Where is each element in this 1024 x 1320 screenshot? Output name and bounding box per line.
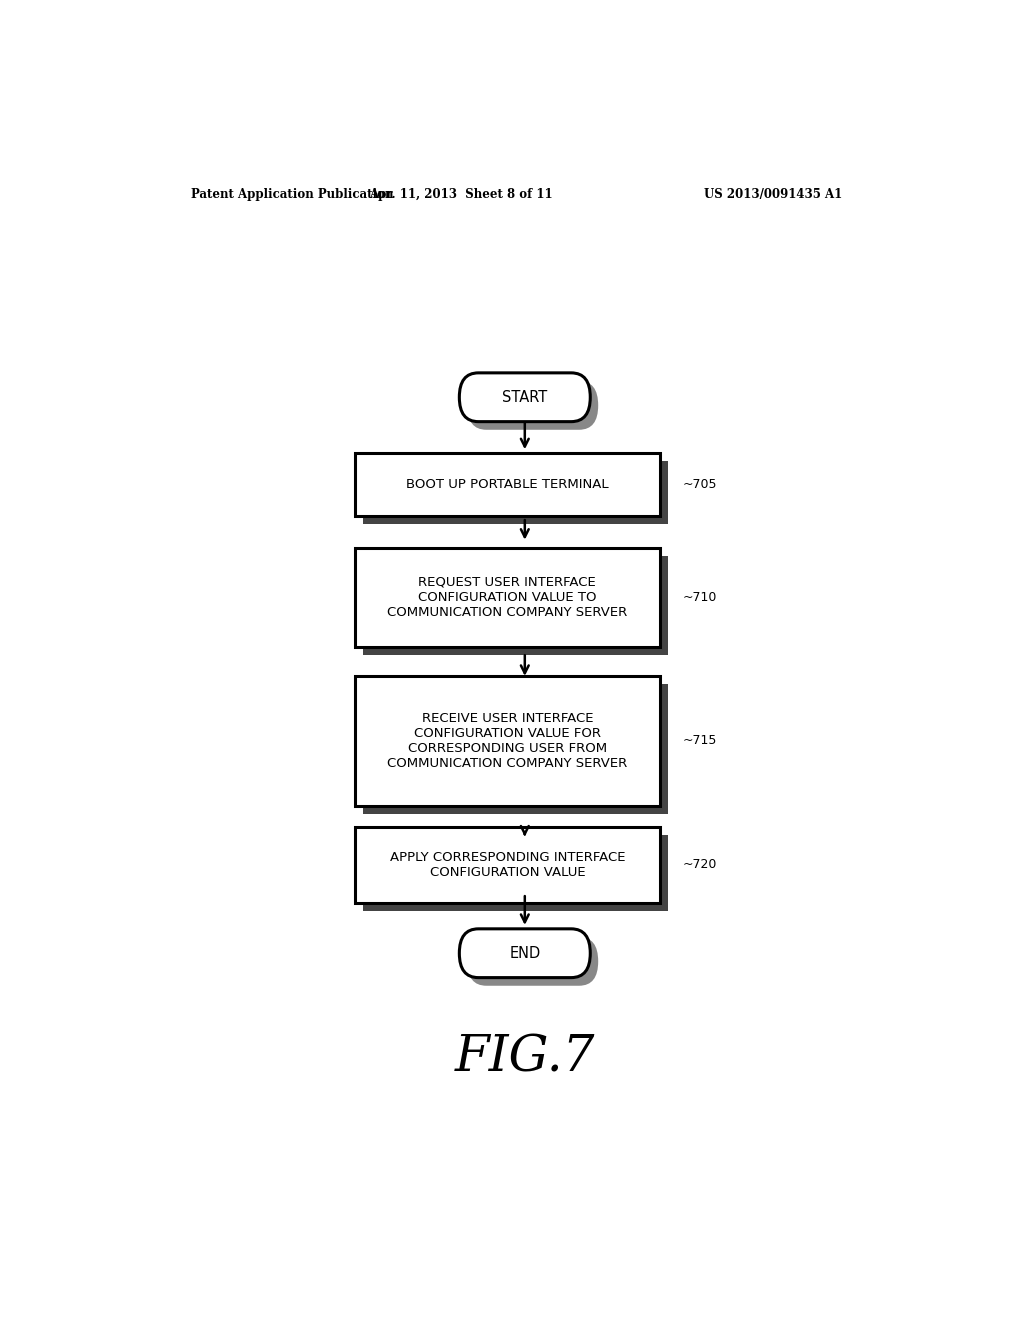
Text: ~715: ~715 — [682, 734, 717, 747]
Text: START: START — [502, 389, 548, 405]
Text: ~720: ~720 — [682, 858, 717, 871]
Bar — [354, 548, 660, 647]
Text: US 2013/0091435 A1: US 2013/0091435 A1 — [703, 189, 842, 202]
Text: RECEIVE USER INTERFACE
CONFIGURATION VALUE FOR
CORRESPONDING USER FROM
COMMUNICA: RECEIVE USER INTERFACE CONFIGURATION VAL… — [387, 711, 628, 770]
Text: Patent Application Publication: Patent Application Publication — [191, 189, 394, 202]
Bar — [362, 556, 668, 656]
Bar — [354, 453, 660, 516]
Text: END: END — [509, 945, 541, 961]
Text: ~705: ~705 — [682, 478, 717, 491]
Bar — [362, 461, 668, 524]
FancyBboxPatch shape — [467, 381, 598, 430]
FancyBboxPatch shape — [467, 937, 598, 986]
Bar — [354, 676, 660, 805]
FancyBboxPatch shape — [460, 929, 590, 978]
Text: REQUEST USER INTERFACE
CONFIGURATION VALUE TO
COMMUNICATION COMPANY SERVER: REQUEST USER INTERFACE CONFIGURATION VAL… — [387, 576, 628, 619]
Text: FIG.7: FIG.7 — [455, 1034, 595, 1082]
FancyBboxPatch shape — [460, 372, 590, 421]
Text: APPLY CORRESPONDING INTERFACE
CONFIGURATION VALUE: APPLY CORRESPONDING INTERFACE CONFIGURAT… — [389, 851, 625, 879]
Bar — [362, 834, 668, 911]
Bar — [362, 684, 668, 814]
Text: Apr. 11, 2013  Sheet 8 of 11: Apr. 11, 2013 Sheet 8 of 11 — [370, 189, 553, 202]
Bar — [354, 826, 660, 903]
Text: ~710: ~710 — [682, 591, 717, 605]
Text: BOOT UP PORTABLE TERMINAL: BOOT UP PORTABLE TERMINAL — [407, 478, 608, 491]
